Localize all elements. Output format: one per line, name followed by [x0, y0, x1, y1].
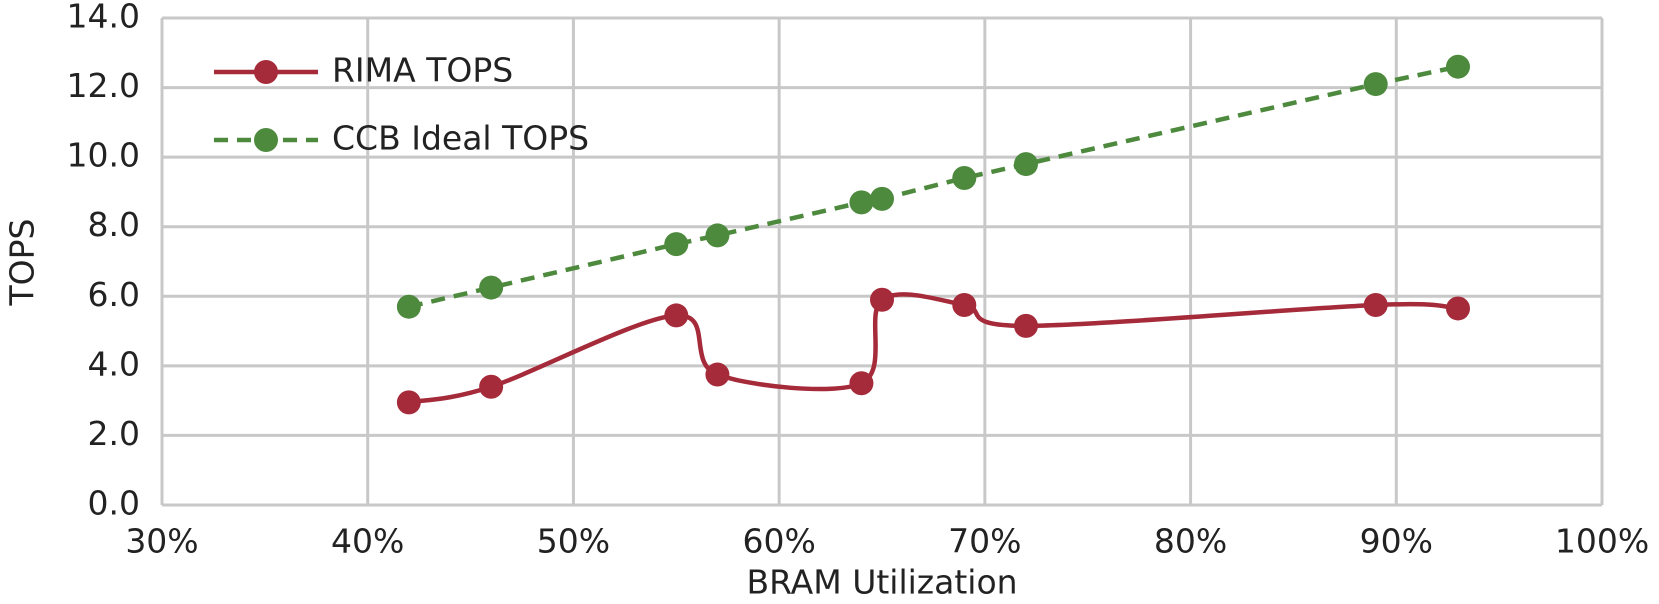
x-tick-label: 70%	[948, 522, 1021, 561]
legend-label: CCB Ideal TOPS	[332, 119, 589, 158]
data-point	[870, 287, 894, 312]
data-point	[1363, 292, 1388, 317]
data-point	[1446, 296, 1470, 321]
x-tick-label: 60%	[742, 522, 815, 561]
data-point	[396, 294, 421, 319]
y-tick-label: 0.0	[88, 484, 140, 523]
x-tick-label: 80%	[1154, 522, 1227, 561]
data-point	[396, 390, 421, 415]
series-line	[408, 292, 1459, 405]
data-point	[1014, 313, 1038, 338]
data-point	[705, 362, 730, 387]
legend-marker	[254, 60, 278, 84]
data-point	[1014, 152, 1038, 177]
data-point	[705, 223, 730, 248]
x-tick-label: 30%	[125, 522, 198, 561]
legend-marker	[254, 128, 278, 152]
data-point	[664, 232, 689, 257]
x-tick-label: 50%	[537, 522, 610, 561]
y-tick-label: 4.0	[88, 344, 140, 383]
data-point	[849, 190, 874, 215]
x-tick-label: 90%	[1360, 522, 1433, 561]
y-tick-label: 2.0	[88, 414, 140, 453]
y-tick-label: 8.0	[88, 205, 140, 244]
data-point	[479, 275, 504, 300]
data-point	[870, 186, 894, 211]
legend-label: RIMA TOPS	[332, 51, 513, 90]
y-axis-title: TOPS	[3, 219, 42, 307]
data-point	[849, 371, 874, 396]
series-line	[408, 64, 1459, 309]
data-point	[1363, 72, 1388, 97]
data-point	[1446, 54, 1470, 79]
y-tick-label: 6.0	[88, 275, 140, 314]
data-point	[479, 374, 504, 399]
x-tick-label: 100%	[1555, 522, 1649, 561]
data-point	[664, 303, 689, 328]
y-tick-label: 10.0	[67, 136, 140, 175]
x-tick-label: 40%	[331, 522, 404, 561]
y-tick-label: 14.0	[67, 0, 140, 36]
x-axis-title: BRAM Utilization	[746, 563, 1017, 602]
y-tick-label: 12.0	[67, 66, 140, 105]
data-point	[952, 166, 977, 191]
data-point	[952, 292, 977, 317]
